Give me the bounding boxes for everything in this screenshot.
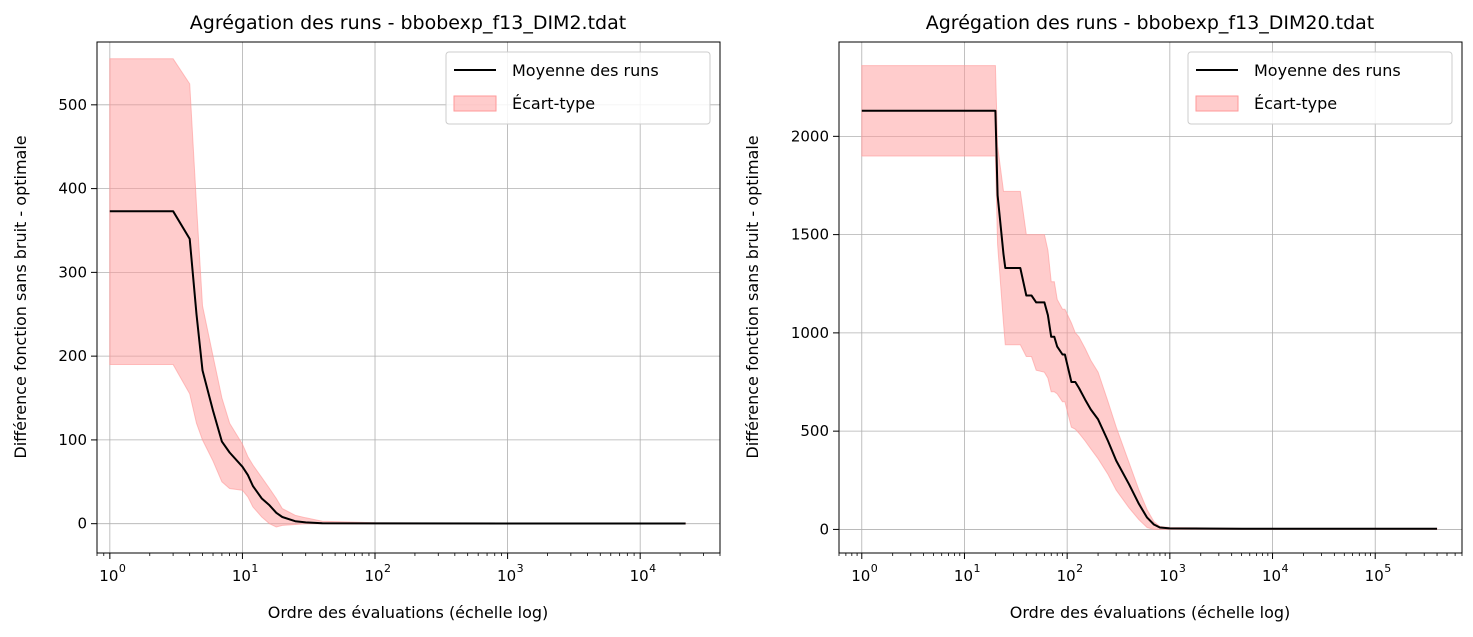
legend-band-swatch bbox=[1195, 95, 1239, 112]
chart-right-title: Agrégation des runs - bbobexp_f13_DIM20.… bbox=[926, 12, 1374, 34]
y-tick-label: 500 bbox=[800, 422, 829, 440]
x-tick-label: 10 bbox=[232, 567, 251, 585]
x-tick-label: 10 bbox=[1159, 567, 1178, 585]
y-tick-label: 500 bbox=[58, 96, 87, 114]
x-tick-label-exponent: 4 bbox=[649, 562, 656, 575]
chart-left-legend: Moyenne des runs Écart-type bbox=[445, 51, 711, 125]
x-tick-label: 10 bbox=[1365, 567, 1384, 585]
chart-left-plot-frame bbox=[96, 41, 721, 554]
chart-right: Agrégation des runs - bbobexp_f13_DIM20.… bbox=[743, 12, 1463, 622]
x-tick-label-exponent: 4 bbox=[1282, 562, 1289, 575]
x-tick-label: 10 bbox=[364, 567, 383, 585]
chart-left-line-layer bbox=[109, 210, 686, 525]
chart-left-ylabel: Différence fonction sans bruit - optimal… bbox=[11, 135, 30, 458]
mean-line bbox=[109, 210, 686, 525]
x-tick-label-exponent: 2 bbox=[384, 562, 391, 575]
y-tick-label: 1500 bbox=[791, 226, 829, 244]
chart-right-ylabel: Différence fonction sans bruit - optimal… bbox=[743, 135, 762, 458]
x-tick-label: 10 bbox=[99, 567, 118, 585]
y-tick-label: 300 bbox=[58, 263, 87, 281]
x-tick-label-exponent: 0 bbox=[871, 562, 878, 575]
x-tick-label: 10 bbox=[630, 567, 649, 585]
std-band bbox=[109, 58, 687, 528]
x-tick-label-exponent: 3 bbox=[517, 562, 524, 575]
x-tick-label: 10 bbox=[497, 567, 516, 585]
legend-band-swatch bbox=[453, 95, 497, 112]
chart-left-xlabel: Ordre des évaluations (échelle log) bbox=[268, 603, 549, 622]
y-tick-label: 1000 bbox=[791, 324, 829, 342]
std-band bbox=[861, 65, 1438, 530]
x-tick-label-exponent: 5 bbox=[1384, 562, 1391, 575]
mean-line bbox=[861, 109, 1437, 530]
x-tick-label: 10 bbox=[954, 567, 973, 585]
chart-right-line-layer bbox=[861, 109, 1437, 530]
y-tick-label: 400 bbox=[58, 180, 87, 198]
y-tick-label: 0 bbox=[819, 520, 829, 538]
chart-right-legend: Moyenne des runs Écart-type bbox=[1187, 51, 1453, 125]
x-tick-label-exponent: 3 bbox=[1179, 562, 1186, 575]
x-tick-label-exponent: 0 bbox=[119, 562, 126, 575]
x-tick-label-exponent: 1 bbox=[973, 562, 980, 575]
x-tick-label: 10 bbox=[851, 567, 870, 585]
y-tick-label: 0 bbox=[77, 515, 87, 533]
legend-box bbox=[1187, 51, 1453, 125]
legend-band-label: Écart-type bbox=[512, 94, 595, 113]
chart-left-title: Agrégation des runs - bbobexp_f13_DIM2.t… bbox=[190, 12, 626, 34]
y-tick-label: 100 bbox=[58, 431, 87, 449]
chart-right-band-layer bbox=[861, 65, 1438, 530]
legend-mean-label: Moyenne des runs bbox=[512, 61, 659, 80]
chart-right-plot-frame bbox=[838, 41, 1463, 554]
x-tick-label: 10 bbox=[1262, 567, 1281, 585]
chart-right-xlabel: Ordre des évaluations (échelle log) bbox=[1010, 603, 1291, 622]
legend-box bbox=[445, 51, 711, 125]
legend-band-label: Écart-type bbox=[1254, 94, 1337, 113]
chart-left: Agrégation des runs - bbobexp_f13_DIM2.t… bbox=[11, 12, 721, 622]
x-tick-label-exponent: 2 bbox=[1076, 562, 1083, 575]
x-tick-label-exponent: 1 bbox=[251, 562, 258, 575]
y-tick-label: 200 bbox=[58, 347, 87, 365]
chart-left-band-layer bbox=[109, 58, 687, 528]
x-tick-label: 10 bbox=[1057, 567, 1076, 585]
legend-mean-label: Moyenne des runs bbox=[1254, 61, 1401, 80]
y-tick-label: 2000 bbox=[791, 127, 829, 145]
